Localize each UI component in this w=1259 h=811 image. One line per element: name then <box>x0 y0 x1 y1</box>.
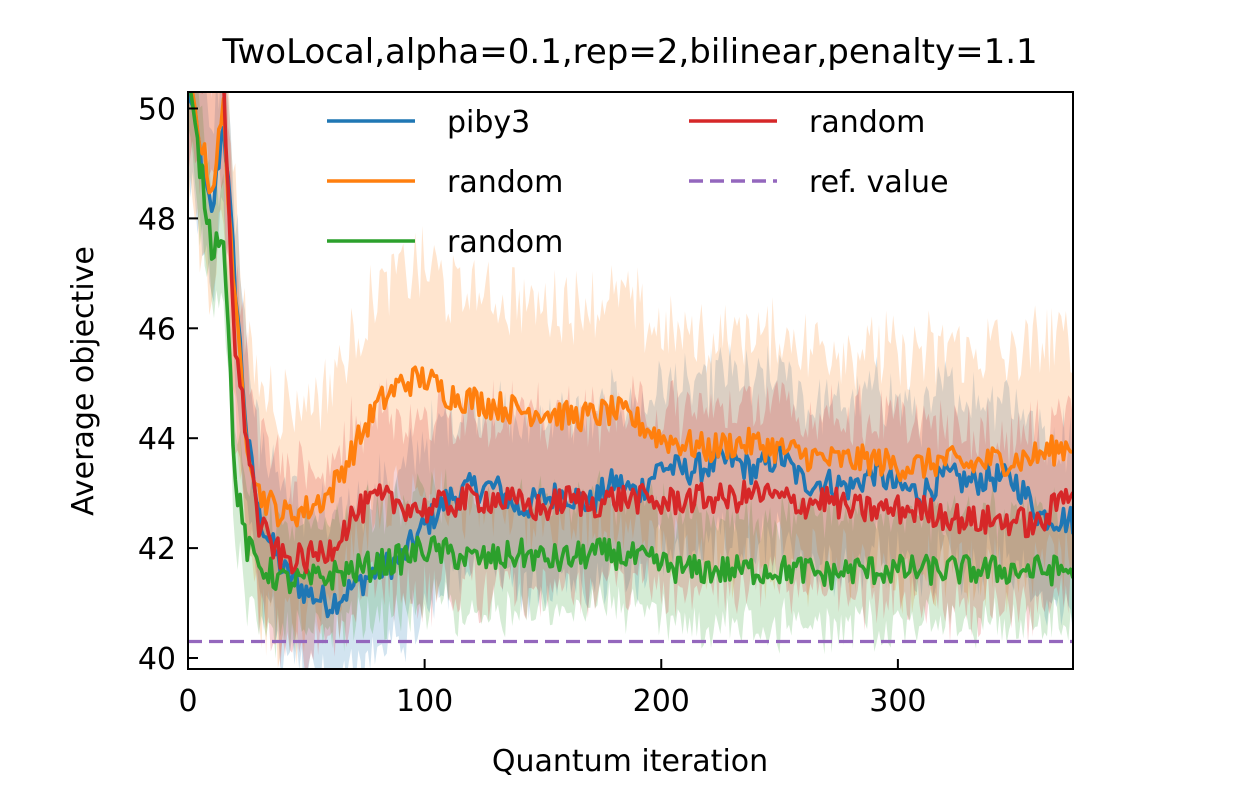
x-axis-label: Quantum iteration <box>492 744 768 779</box>
x-tick-label: 300 <box>869 684 926 719</box>
legend-label: random <box>447 225 563 260</box>
y-tick-label: 40 <box>138 642 176 677</box>
series-2-band <box>188 92 1073 669</box>
plot-frame <box>187 91 1074 670</box>
x-tick-label: 0 <box>178 684 197 719</box>
legend-label: ref. value <box>809 165 949 200</box>
chart-title: TwoLocal,alpha=0.1,rep=2,bilinear,penalt… <box>221 32 1037 72</box>
y-axis-ticks: 40 42 44 46 48 50 <box>138 92 198 677</box>
y-axis-label: Average objective <box>66 246 101 516</box>
y-tick-label: 48 <box>138 202 176 237</box>
series-1-line <box>188 92 1073 619</box>
y-tick-label: 46 <box>138 312 176 347</box>
series-1-band <box>188 92 1073 669</box>
series-2-line <box>190 92 1073 528</box>
y-tick-label: 50 <box>138 92 176 127</box>
series-lines <box>188 92 1073 619</box>
series-4-line <box>189 92 1073 575</box>
x-tick-label: 200 <box>633 684 690 719</box>
series-4-band <box>188 92 1073 669</box>
legend-label: random <box>447 165 563 200</box>
y-tick-label: 42 <box>138 532 176 567</box>
y-tick-label: 44 <box>138 422 176 457</box>
x-axis-ticks: 0 100 200 300 <box>178 659 927 719</box>
legend-label: piby3 <box>447 105 530 140</box>
series-3-line <box>188 92 1073 595</box>
legend: piby3 random random random ref. value <box>327 105 949 260</box>
legend-label: random <box>809 105 925 140</box>
x-tick-label: 100 <box>396 684 453 719</box>
